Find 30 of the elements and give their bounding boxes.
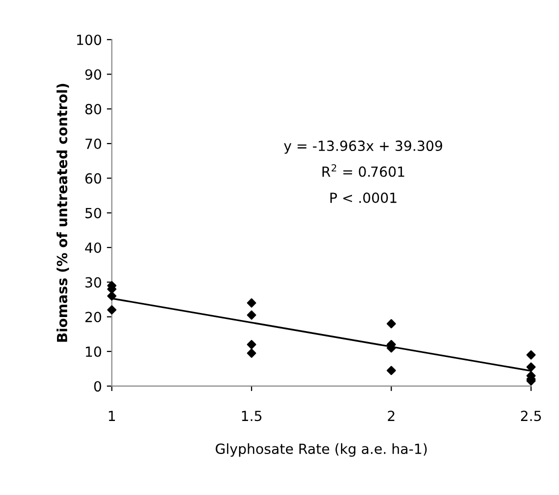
y-tick-label: 0 xyxy=(94,381,102,392)
point xyxy=(386,319,396,328)
point xyxy=(246,348,256,358)
y-tick-label: 40 xyxy=(85,242,102,253)
y-tick-label: 90 xyxy=(85,69,102,80)
y-axis-title: Biomass (% of untreated control) xyxy=(56,84,69,342)
x-axis-title: Glyphosate Rate (kg a.e. ha-1) xyxy=(216,443,427,457)
point xyxy=(246,298,256,308)
y-tick-label: 70 xyxy=(86,138,102,150)
point xyxy=(107,291,116,301)
y-tick-label: 50 xyxy=(85,208,102,218)
y-tick-label: 60 xyxy=(85,173,102,184)
annotation: R$^{2}$ = 0.7601 xyxy=(322,164,404,177)
point xyxy=(107,305,116,314)
x-tick-label: 1.5 xyxy=(242,410,262,422)
x-tick-label: 1 xyxy=(108,410,115,421)
annotation: y = -13.963x + 39.309 xyxy=(284,140,442,154)
point xyxy=(246,340,256,350)
y-tick-label: 10 xyxy=(86,346,102,357)
y-tick-label: 80 xyxy=(85,104,102,114)
x-tick-label: 2.5 xyxy=(521,410,541,422)
y-tick-label: 30 xyxy=(85,277,102,288)
x-tick-label: 2 xyxy=(388,410,394,421)
y-tick-label: 100 xyxy=(77,34,102,46)
annotation: P < .0001 xyxy=(330,192,396,204)
y-tick-label: 20 xyxy=(85,312,102,322)
point xyxy=(526,362,536,372)
point xyxy=(386,366,396,376)
point xyxy=(526,350,536,360)
point xyxy=(246,310,256,320)
